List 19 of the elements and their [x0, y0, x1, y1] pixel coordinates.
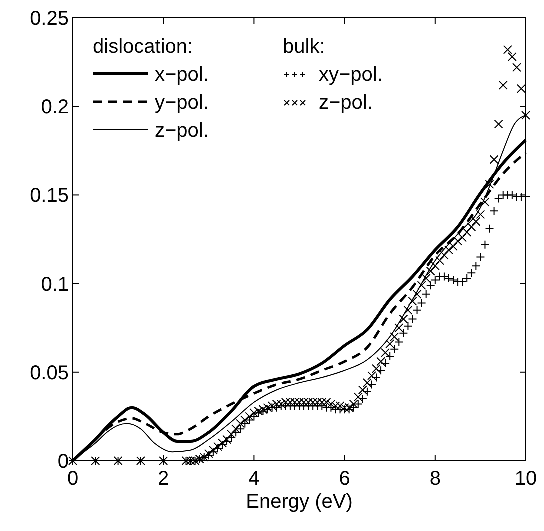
y-tick-label: 0 — [58, 451, 69, 473]
y-tick-label: 0.2 — [41, 96, 69, 119]
x-tick-label: 6 — [339, 468, 350, 490]
y-tick-label: 0.25 — [30, 8, 69, 30]
x-tick-label: 10 — [514, 468, 538, 490]
x-tick-label: 8 — [430, 468, 441, 490]
y-tick-label: 0.1 — [41, 274, 69, 296]
legend-label: xy−pol. — [319, 64, 383, 86]
x-axis-title: Energy (eV) — [246, 491, 353, 513]
legend-label: z−pol. — [319, 92, 373, 114]
x-tick-label: 4 — [248, 468, 260, 490]
annotation: bulk: — [283, 36, 326, 58]
legend-label: y−pol. — [155, 92, 209, 114]
annotation: dislocation: — [93, 36, 194, 58]
y-tick-label: 0.05 — [30, 362, 69, 384]
legend-label: x−pol. — [155, 64, 209, 86]
x-tick-label: 2 — [158, 468, 170, 490]
legend-label: z−pol. — [155, 120, 209, 142]
y-tick-label: 0.15 — [30, 185, 69, 208]
